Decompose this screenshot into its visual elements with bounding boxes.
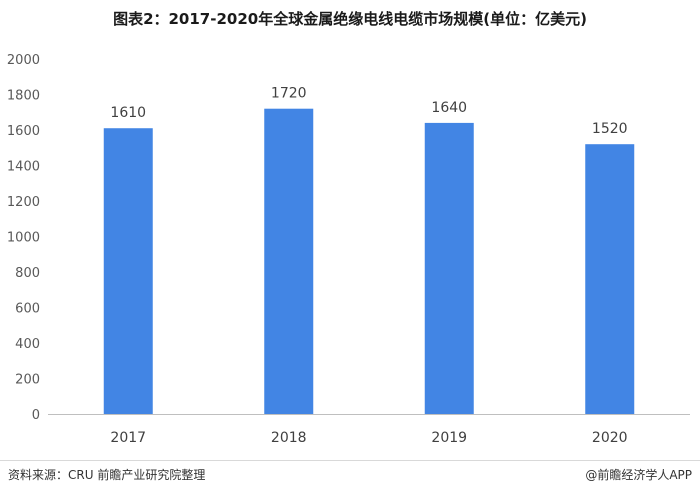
x-tick-label-2019: 2019 <box>431 430 467 446</box>
y-tick-label: 1400 <box>7 160 40 175</box>
y-tick-label: 1200 <box>7 195 40 210</box>
bar-chart: 0 200 400 600 800 1000 1200 1400 1600 1800 2000 16… <box>7 53 690 446</box>
y-axis: 0 200 400 600 800 1000 1200 1400 1600 1800 2000 <box>7 53 40 423</box>
x-tick-label-2018: 2018 <box>271 430 307 446</box>
x-axis: 2017 2018 2019 2020 <box>110 430 627 446</box>
brand-credit: @前瞻经济学人APP <box>585 468 692 482</box>
chart-title: 图表2：2017-2020年全球金属绝缘电线电缆市场规模(单位：亿美元) <box>113 10 587 28</box>
source-note: 资料来源：CRU 前瞻产业研究院整理 <box>8 468 206 482</box>
x-tick-label-2020: 2020 <box>592 430 628 446</box>
footer-divider <box>0 460 700 461</box>
y-tick-label: 1000 <box>7 231 40 246</box>
y-tick-label: 400 <box>15 337 40 352</box>
y-tick-label: 200 <box>15 373 40 388</box>
y-tick-label: 600 <box>15 302 40 317</box>
data-label-2019: 1640 <box>431 100 467 116</box>
data-label-2017: 1610 <box>110 105 146 121</box>
y-tick-label: 800 <box>15 266 40 281</box>
footer: 资料来源：CRU 前瞻产业研究院整理 @前瞻经济学人APP <box>0 460 700 488</box>
data-labels-group: 1610 1720 1640 1520 <box>110 86 627 138</box>
data-label-2020: 1520 <box>592 121 628 137</box>
x-tick-label-2017: 2017 <box>110 430 146 446</box>
bar-2020 <box>585 144 635 414</box>
y-tick-label: 1800 <box>7 89 40 104</box>
bar-2019 <box>424 122 474 415</box>
data-label-2018: 1720 <box>271 86 307 102</box>
bars-group <box>103 108 635 415</box>
bar-2017 <box>103 128 153 414</box>
y-tick-label: 0 <box>32 408 40 423</box>
y-tick-label: 1600 <box>7 124 40 139</box>
bar-2018 <box>264 108 314 414</box>
y-tick-label: 2000 <box>7 53 40 68</box>
